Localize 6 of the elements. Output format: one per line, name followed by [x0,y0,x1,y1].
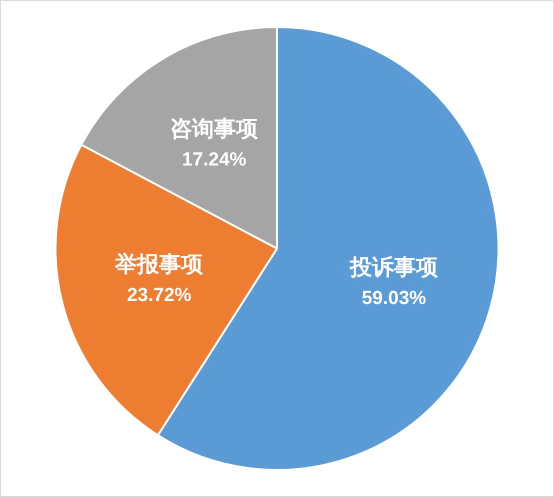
data-label: 59.03% [362,288,426,309]
slice-label: 投诉事项 [348,255,438,280]
slice-label: 咨询事项 [170,116,258,142]
slice-label: 举报事项 [114,251,204,278]
data-label: 23.72% [126,284,192,306]
data-label: 17.24% [182,149,247,170]
